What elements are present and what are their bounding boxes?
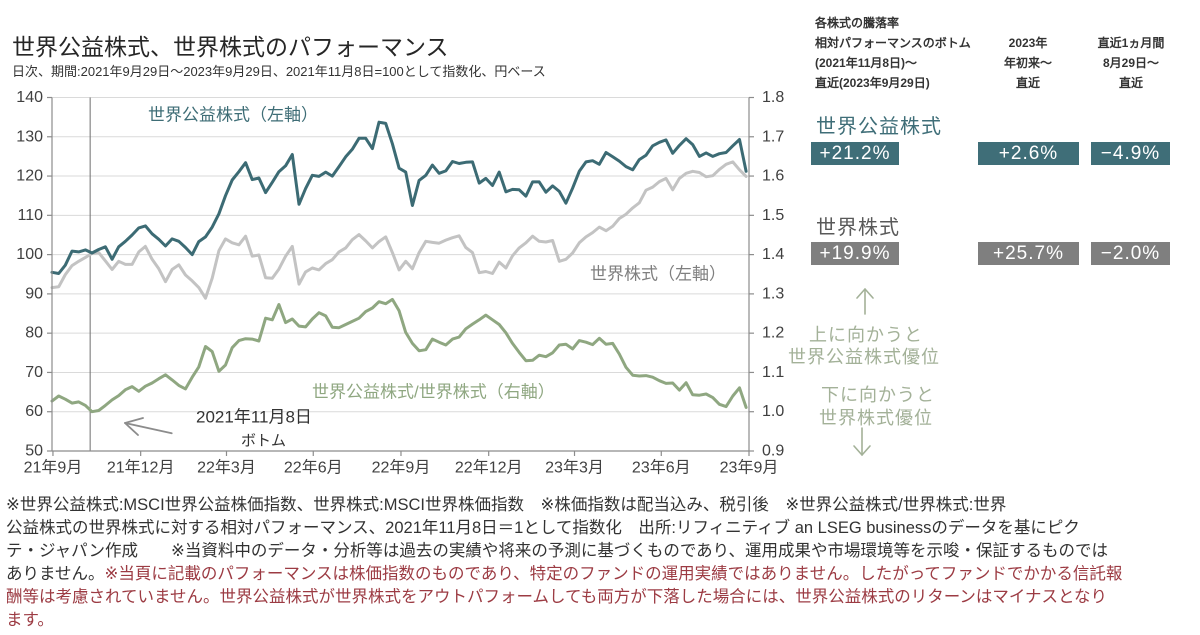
left-axis-tick-label: 140 (16, 89, 43, 106)
arrow-down-icon (853, 427, 871, 456)
col2-header-line1: 2023年 (1008, 36, 1048, 50)
left-axis-tick-label: 60 (25, 403, 43, 420)
x-axis-tick-label: 22年6月 (284, 459, 343, 477)
direction-arrows (853, 288, 874, 456)
indicator-down-line1: 下に向かうと (821, 385, 935, 405)
right-axis-tick-label: 1.0 (762, 403, 784, 420)
col2-header-line3: 直近 (1015, 76, 1041, 90)
series-layer (50, 120, 748, 414)
return-box-equities-1m: −2.0% (1091, 242, 1170, 265)
series-line-global-equities (50, 160, 748, 300)
footer-line-3: テ・ジャパン作成 ※当資料中のデータ・分析等は過去の実績や将来の予測に基づくもの… (6, 542, 1109, 560)
right-axis-tick-label: 0.9 (762, 443, 784, 460)
x-axis-tick-label: 23年3月 (545, 459, 604, 477)
x-axis-tick-label: 23年9月 (720, 459, 779, 477)
returns-panel-title: 各株式の騰落率 (815, 16, 900, 30)
col1-header-line1: 相対パフォーマンスのボトム (815, 36, 971, 50)
series-line-global-utilities (50, 120, 748, 275)
return-box-utilities-1m: −4.9% (1091, 142, 1170, 165)
footer-line-2: 公益株式の世界株式に対する相対パフォーマンス、2021年11月8日＝1として指数… (6, 519, 1080, 537)
annotation-arrow-left-icon (124, 417, 173, 436)
col3-header-line2: 8月29日～ (1102, 56, 1160, 70)
left-axis-tick-label: 70 (25, 364, 43, 381)
col3-header-line3: 直近 (1118, 76, 1144, 90)
x-axis-tick-label: 21年12月 (107, 459, 175, 477)
performance-line-chart: 50 60 70 80 90 100 110 120 130 140 0.9 1.0 1.1 1.2 1.3… (16, 89, 784, 477)
footer-line-4-normal: ありません。 (6, 565, 105, 583)
return-box-equities-ytd: +25.7% (978, 242, 1079, 265)
col1-header-line3: 直近(2023年9月29日) (815, 76, 930, 90)
right-axis-tick-label: 1.8 (762, 89, 784, 106)
x-axis-tick-label: 22年12月 (455, 459, 523, 477)
return-box-utilities-since-bottom: +21.2% (811, 142, 899, 165)
x-axis-tick-label: 23年6月 (632, 459, 691, 477)
annotation-arrow-head (124, 417, 144, 436)
chart-title: 世界公益株式、世界株式のパフォーマンス (12, 34, 449, 60)
indicator-down-line2: 世界株式優位 (819, 408, 933, 428)
indicator-up-line2: 世界公益株式優位 (788, 347, 940, 367)
axes (47, 96, 754, 456)
left-axis-tick-label: 80 (25, 325, 43, 342)
right-axis-tick-label: 1.1 (762, 364, 784, 381)
x-axis-tick-label: 22年3月 (197, 459, 256, 477)
annotation-arrow-shaft (124, 422, 173, 435)
left-axis-tick-label: 130 (16, 128, 43, 145)
indicator-up-line1: 上に向かうと (809, 325, 923, 345)
col2-header-line2: 年初来～ (1003, 56, 1053, 70)
footer-warning-line-5: 酬等は考慮されていません。世界公益株式が世界株式をアウトパフォームしても両方が下… (6, 588, 1108, 606)
left-axis-tick-label: 110 (17, 207, 43, 224)
tick-labels: 50 60 70 80 90 100 110 120 130 140 0.9 1.0 1.1 1.2 1.3… (16, 89, 784, 477)
x-axis-tick-label: 21年9月 (24, 459, 83, 477)
arrow-down-head (853, 445, 871, 456)
series-label-global-equities: 世界株式（左軸） (590, 265, 726, 284)
left-axis-tick-label: 100 (16, 246, 43, 263)
right-axis-tick-label: 1.6 (762, 168, 784, 185)
footer-line-1: ※世界公益株式:MSCI世界公益株価指数、世界株式:MSCI世界株価指数 ※株価… (6, 496, 1007, 514)
footer-line-4: ありません。※当頁に記載のパフォーマンスは株価指数のものであり、特定のファンドの… (6, 563, 1198, 586)
series-label-relative-ratio: 世界公益株式/世界株式（右軸） (312, 383, 555, 402)
x-axis-tick-label: 22年9月 (372, 459, 431, 477)
right-axis-tick-label: 1.2 (762, 325, 784, 342)
col1-header-line2: (2021年11月8日)～ (815, 56, 918, 70)
series-label-global-utilities: 世界公益株式（左軸） (148, 106, 318, 125)
chart-subtitle: 日次、期間:2021年9月29日～2023年9月29日、2021年11月8日=1… (12, 64, 546, 79)
row-label-global-equities: 世界株式 (816, 217, 900, 239)
footer-warning-line-6: ます。 (6, 611, 54, 629)
arrow-up-head (856, 288, 874, 299)
series-line-relative-ratio (50, 297, 748, 414)
left-axis-tick-label: 50 (25, 443, 43, 460)
return-box-equities-since-bottom: +19.9% (811, 242, 899, 265)
right-axis-tick-label: 1.7 (762, 128, 784, 145)
bottom-label-annotation: ボトム (241, 433, 286, 450)
bottom-date-annotation: 2021年11月8日 (196, 408, 312, 427)
col3-header-line1: 直近1ヵ月間 (1097, 36, 1165, 50)
left-axis-tick-label: 90 (25, 285, 43, 302)
left-axis-tick-label: 120 (16, 168, 43, 185)
right-axis-tick-label: 1.4 (762, 246, 784, 263)
right-axis-tick-label: 1.3 (762, 285, 784, 302)
right-axis-tick-label: 1.5 (762, 207, 784, 224)
row-label-global-utilities: 世界公益株式 (816, 116, 942, 138)
footer-warning-start: ※当頁に記載のパフォーマンスは株価指数のものであり、特定のファンドの運用実績では… (104, 565, 1123, 583)
gridlines (52, 97, 749, 413)
return-box-utilities-ytd: +2.6% (978, 142, 1079, 165)
arrow-up-icon (856, 288, 874, 315)
